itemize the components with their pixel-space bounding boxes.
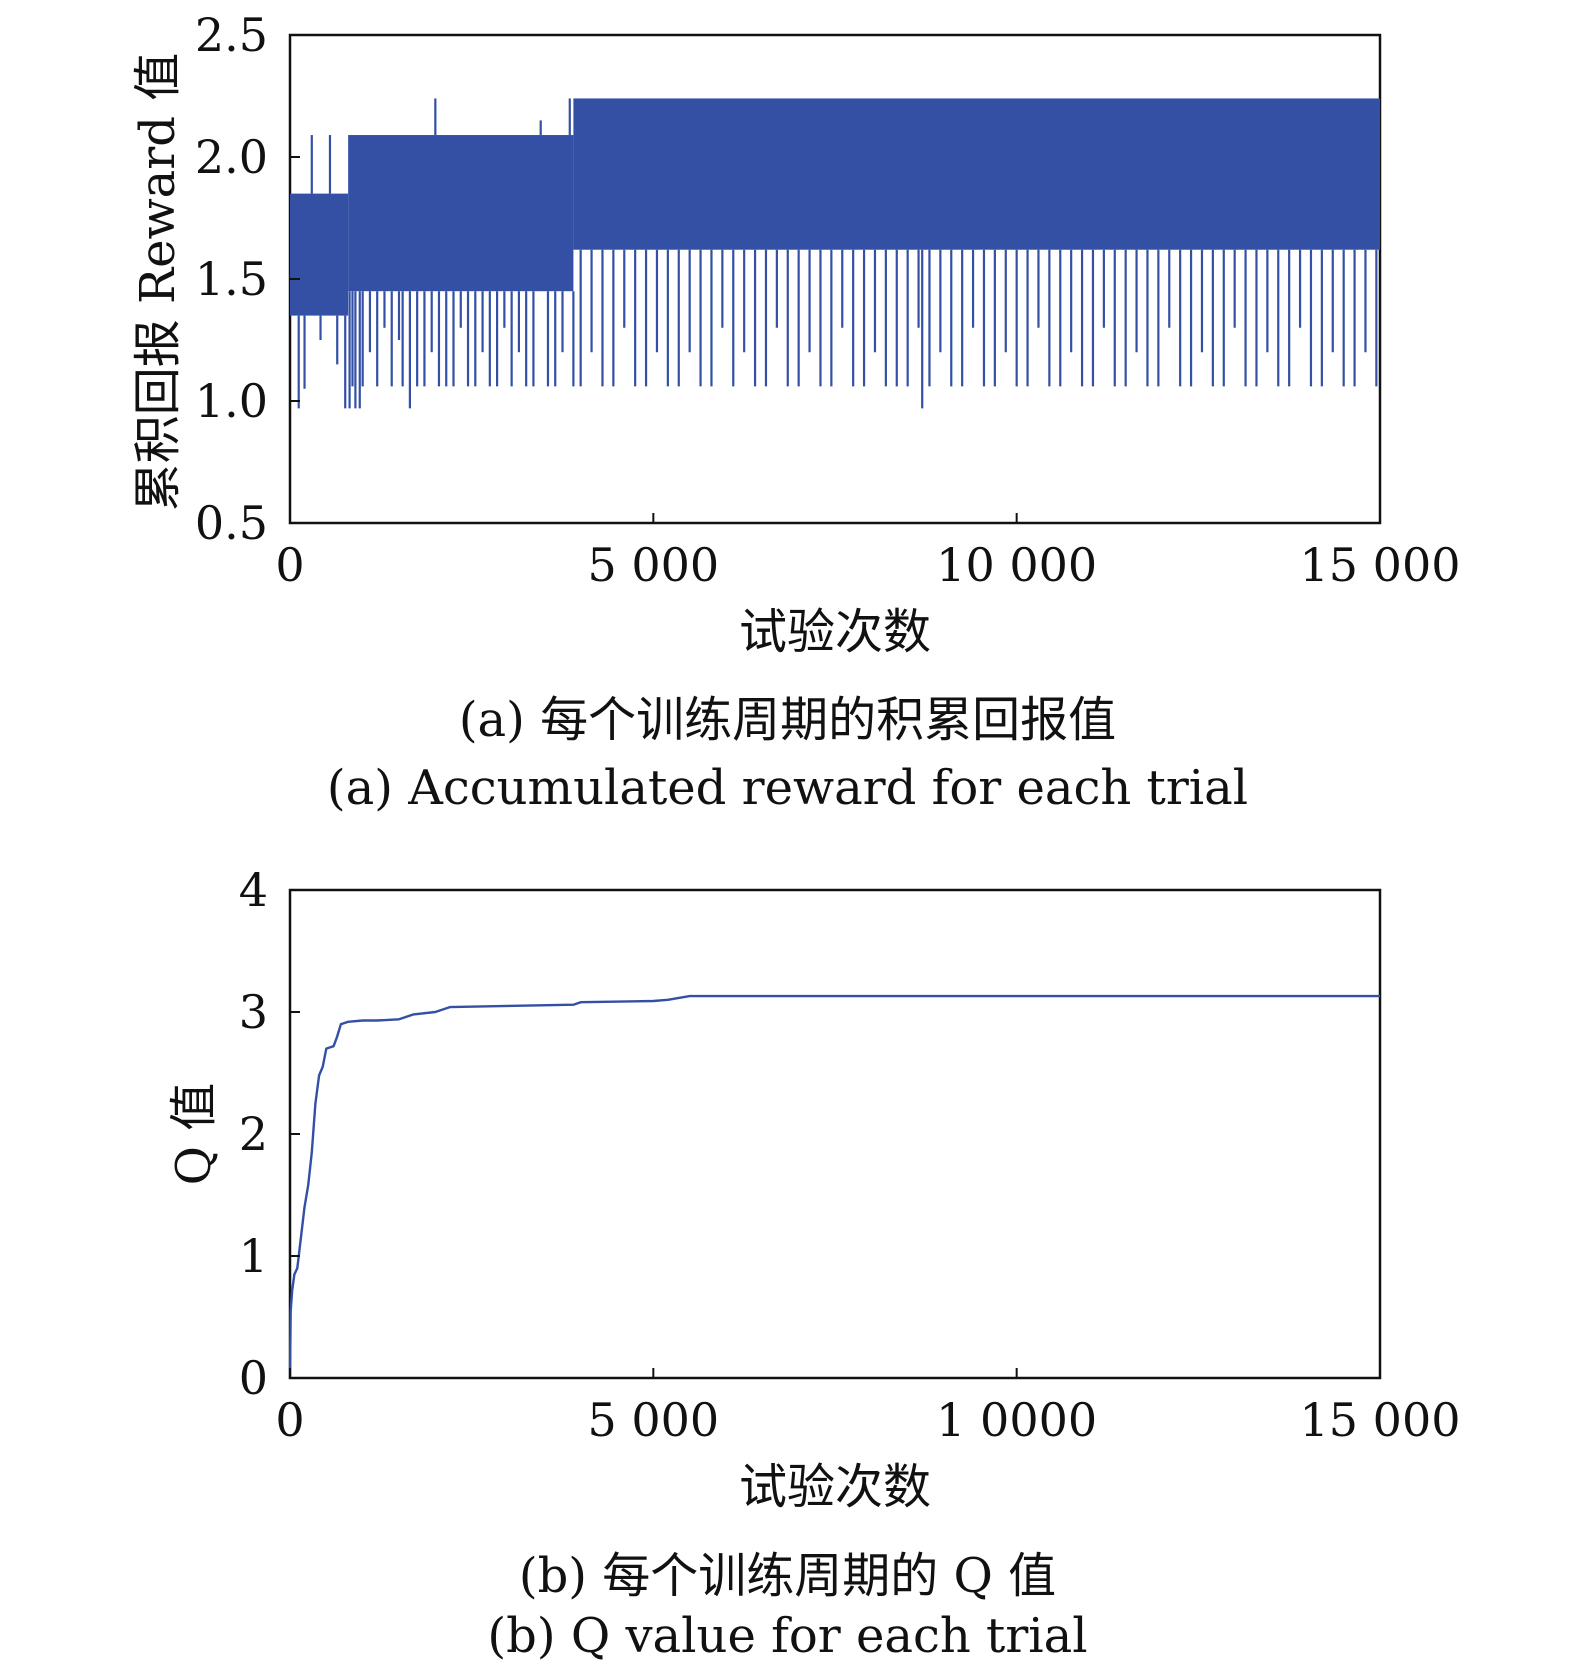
q-y-tick-label: 2 (239, 1107, 268, 1161)
reward-x-tick-label: 15 000 (1300, 538, 1461, 592)
q-plot-frame (288, 888, 1382, 1380)
caption-a-english: (a) Accumulated reward for each trial (326, 760, 1249, 816)
reward-series (290, 98, 1380, 409)
q-x-ticks: 0 5 000 1 0000 15 000 (275, 1368, 1460, 1447)
reward-band-segment (348, 135, 574, 292)
reward-x-tick-label: 5 000 (587, 538, 719, 592)
reward-y-axis-label: 累积回报 Reward 值 (130, 53, 186, 511)
reward-y-tick-label: 1.5 (195, 252, 268, 306)
q-x-axis-label: 试验次数 (739, 1459, 931, 1515)
q-value-series (288, 994, 1380, 1379)
reward-y-tick-label: 2.0 (195, 130, 268, 184)
q-y-tick-label: 3 (239, 985, 268, 1039)
reward-x-axis-label: 试验次数 (739, 604, 931, 660)
reward-x-tick-label: 10 000 (936, 538, 1097, 592)
reward-band-segment (290, 193, 349, 316)
q-y-tick-label: 1 (239, 1229, 268, 1283)
reward-y-tick-label: 1.0 (195, 374, 268, 428)
reward-y-tick-label: 0.5 (195, 496, 268, 550)
reward-band-segment (573, 98, 1380, 250)
caption-b-english: (b) Q value for each trial (487, 1608, 1088, 1664)
reward-x-ticks: 0 5 000 10 000 15 000 (275, 513, 1460, 592)
q-y-axis-label: Q 值 (166, 1083, 222, 1186)
caption-a-chinese: (a) 每个训练周期的积累回报值 (458, 692, 1117, 748)
reward-y-tick-label: 2.5 (195, 8, 268, 62)
q-y-tick-label: 4 (239, 863, 268, 917)
caption-b-chinese: (b) 每个训练周期的 Q 值 (518, 1548, 1057, 1604)
q-x-tick-label: 1 0000 (936, 1393, 1097, 1447)
q-y-tick-label: 0 (239, 1351, 268, 1405)
q-x-tick-label: 5 000 (587, 1393, 719, 1447)
reward-y-ticks: 0.5 1.0 1.5 2.0 2.5 (195, 8, 300, 550)
q-value-line (288, 994, 1380, 1379)
q-x-tick-label: 0 (275, 1393, 304, 1447)
q-y-ticks: 0 1 2 3 4 (239, 863, 300, 1405)
q-value-chart: 0 5 000 1 0000 15 000 0 1 2 3 4 试验次数 Q 值 (166, 863, 1460, 1515)
q-x-tick-label: 15 000 (1300, 1393, 1461, 1447)
reward-x-tick-label: 0 (275, 538, 304, 592)
